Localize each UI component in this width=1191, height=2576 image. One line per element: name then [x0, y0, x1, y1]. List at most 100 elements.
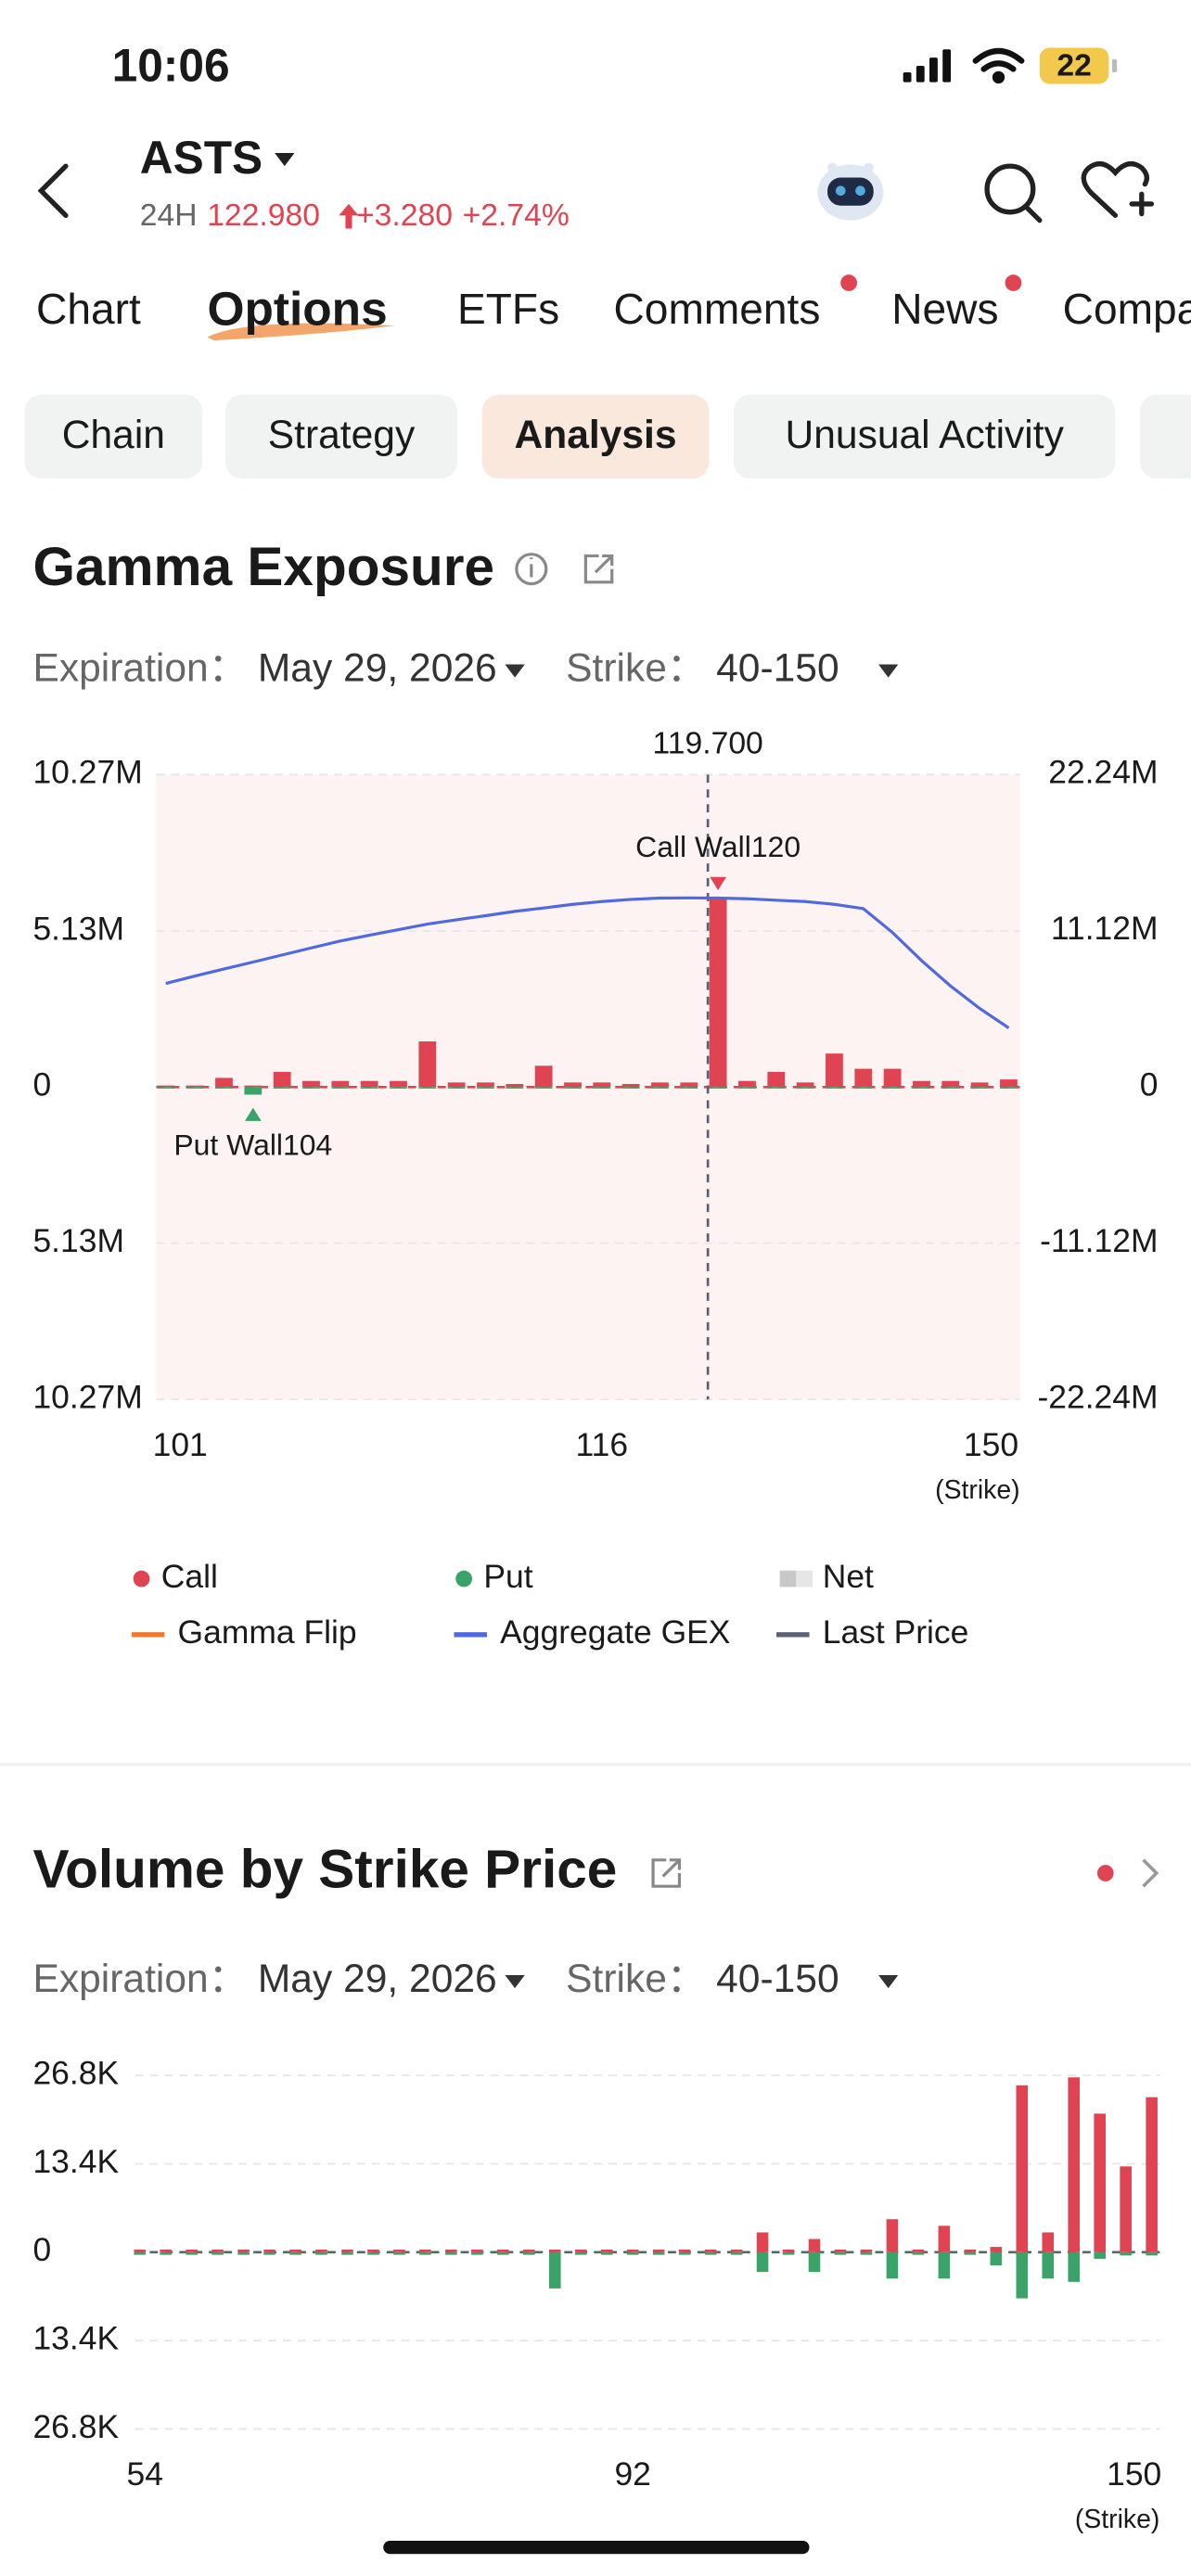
- tab[interactable]: Options: [207, 282, 387, 336]
- price: 122.980: [207, 198, 320, 233]
- dropdown-arrow[interactable]: [878, 664, 899, 678]
- home-indicator: [383, 2541, 810, 2555]
- bar: [593, 1087, 611, 1089]
- bar: [808, 2238, 821, 2252]
- bar: [964, 2249, 977, 2252]
- bar: [244, 1087, 263, 1095]
- sub-tab-label[interactable]: Chain: [62, 413, 165, 457]
- badge-dot: [1096, 1865, 1114, 1881]
- bar: [1068, 2077, 1081, 2252]
- bar: [1146, 2251, 1158, 2256]
- bar: [738, 1080, 756, 1088]
- legend-label[interactable]: Net: [823, 1558, 874, 1595]
- assistant-icon[interactable]: [817, 162, 884, 221]
- watchlist-icon[interactable]: [1081, 161, 1155, 218]
- bar: [471, 2251, 483, 2255]
- legend-label[interactable]: Last Price: [823, 1613, 969, 1651]
- wifi-icon: [972, 47, 1025, 84]
- sub-tab-label[interactable]: Analysis: [514, 413, 676, 457]
- bar: [418, 1087, 437, 1089]
- filter-row: Expiration： May 29, 2026 Strike： 40-150: [32, 646, 839, 691]
- tab[interactable]: News: [891, 285, 998, 333]
- bar: [244, 1085, 263, 1088]
- bar: [1068, 2251, 1081, 2282]
- tab[interactable]: ETFs: [457, 285, 559, 333]
- legend-label[interactable]: Gamma Flip: [178, 1613, 357, 1651]
- sub-tab[interactable]: [24, 394, 203, 479]
- y-tick-label: 0: [32, 2231, 51, 2268]
- bar: [574, 2251, 587, 2255]
- more-chevron[interactable]: [1142, 1858, 1159, 1888]
- bar: [331, 1080, 350, 1088]
- bar: [186, 2249, 198, 2252]
- legend-label[interactable]: Call: [161, 1558, 218, 1595]
- back-button[interactable]: [37, 163, 69, 218]
- share-icon[interactable]: [583, 554, 614, 584]
- bar: [564, 1087, 582, 1089]
- filter-row: Expiration： May 29, 2026 Strike： 40-150: [32, 1957, 839, 2001]
- bar: [883, 1068, 902, 1088]
- bar: [548, 2251, 561, 2289]
- bar: [767, 1071, 786, 1088]
- put-wall-marker: [244, 1107, 262, 1121]
- session: 24H: [140, 198, 198, 233]
- bar: [1094, 2251, 1106, 2259]
- dropdown-arrow[interactable]: [505, 664, 525, 678]
- sub-tab-partial[interactable]: [1140, 394, 1191, 479]
- bar: [315, 2249, 327, 2252]
- sub-tab[interactable]: [224, 394, 458, 479]
- search-icon[interactable]: [984, 163, 1043, 223]
- dropdown-arrow[interactable]: [505, 1974, 525, 1989]
- bar: [1120, 2166, 1132, 2252]
- bar: [471, 2249, 483, 2252]
- bar: [160, 2249, 172, 2252]
- bar: [360, 1080, 378, 1088]
- symbol-dropdown[interactable]: [275, 152, 295, 167]
- bar: [289, 2251, 301, 2255]
- legend-swatch: [454, 1632, 487, 1638]
- share-icon[interactable]: [651, 1858, 682, 1888]
- sub-tab[interactable]: [481, 394, 710, 479]
- bar: [1120, 2251, 1132, 2256]
- bar: [419, 2251, 431, 2255]
- bar: [367, 2251, 379, 2255]
- bar: [341, 2249, 353, 2252]
- bar: [912, 2249, 925, 2252]
- call-wall-label: Call Wall120: [635, 830, 800, 863]
- info-icon[interactable]: [515, 553, 548, 586]
- x-tick-label: 92: [614, 2455, 650, 2493]
- bar: [970, 1082, 989, 1088]
- bar: [621, 1087, 640, 1089]
- battery-cap: [1111, 58, 1118, 73]
- legend-label[interactable]: Aggregate GEX: [500, 1613, 730, 1651]
- filter-label: Expiration：: [32, 646, 248, 691]
- bar: [534, 1065, 553, 1088]
- bar: [970, 1087, 989, 1089]
- sub-tab[interactable]: [733, 394, 1116, 479]
- bar: [709, 1087, 727, 1089]
- bar: [854, 1068, 873, 1088]
- bar: [1016, 2085, 1029, 2252]
- tab[interactable]: Chart: [36, 285, 141, 333]
- bar: [367, 2249, 379, 2252]
- y-tick-label: 26.8K: [32, 2408, 119, 2445]
- badge-dot: [840, 274, 857, 291]
- bar: [289, 2249, 301, 2252]
- bar: [704, 2251, 717, 2255]
- bar: [709, 898, 727, 1088]
- bar: [941, 1080, 960, 1088]
- sub-tab-label[interactable]: Strategy: [268, 413, 416, 457]
- legend-swatch: [796, 1570, 813, 1588]
- tab[interactable]: Comments: [614, 285, 821, 333]
- dropdown-arrow[interactable]: [878, 1974, 899, 1989]
- bar: [826, 1053, 843, 1088]
- legend-label[interactable]: Put: [483, 1558, 532, 1595]
- y-tick-label: 26.8K: [32, 2055, 119, 2092]
- bar: [886, 2219, 899, 2252]
- symbol[interactable]: ASTS: [140, 132, 263, 184]
- sub-tab-label[interactable]: Unusual Activity: [786, 413, 1065, 457]
- bar: [211, 2251, 224, 2255]
- tab[interactable]: Company: [1063, 285, 1191, 333]
- up-arrow: [339, 203, 359, 229]
- bar: [390, 1080, 407, 1088]
